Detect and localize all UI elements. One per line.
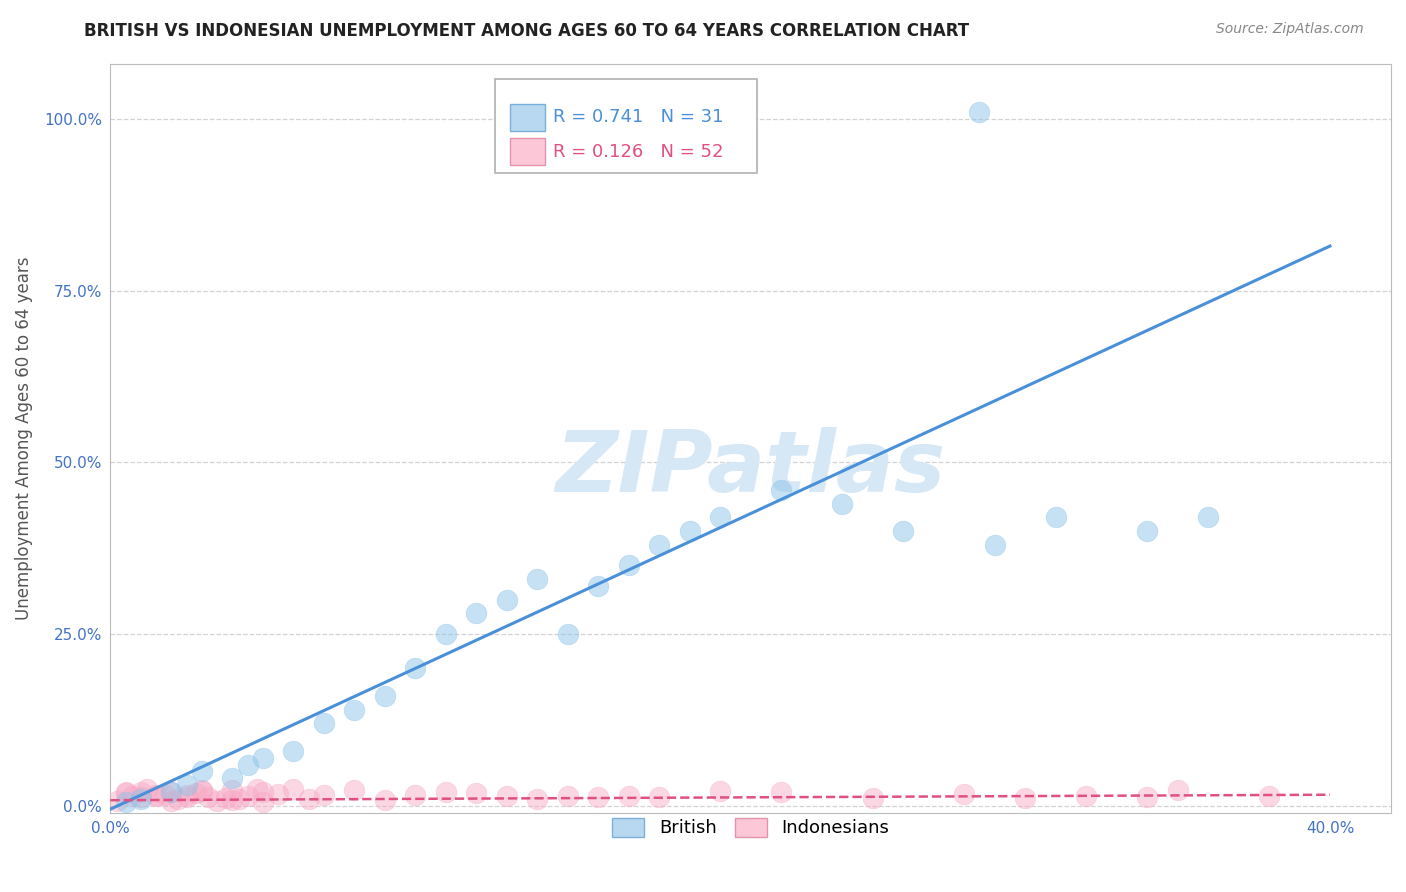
Point bbox=[160, 794, 183, 808]
Point bbox=[191, 782, 214, 797]
Point bbox=[312, 716, 335, 731]
Point bbox=[145, 789, 167, 803]
Point bbox=[114, 786, 136, 800]
Point bbox=[495, 592, 517, 607]
Point bbox=[679, 524, 702, 538]
Point bbox=[246, 782, 269, 797]
Point bbox=[129, 785, 152, 799]
Point bbox=[465, 607, 488, 621]
Point bbox=[176, 789, 198, 803]
Point bbox=[465, 786, 488, 800]
Point bbox=[191, 784, 214, 798]
Point bbox=[953, 788, 976, 802]
Point bbox=[1136, 524, 1159, 538]
Point bbox=[1045, 510, 1067, 524]
Point bbox=[404, 661, 426, 675]
Point bbox=[105, 794, 128, 808]
Point bbox=[1014, 791, 1036, 805]
Point bbox=[228, 792, 250, 806]
Legend: British, Indonesians: British, Indonesians bbox=[605, 810, 897, 845]
Point bbox=[709, 510, 731, 524]
Point bbox=[205, 794, 228, 808]
Point bbox=[129, 790, 152, 805]
Point bbox=[495, 789, 517, 803]
Point bbox=[221, 771, 243, 785]
Point bbox=[176, 789, 198, 804]
Point bbox=[404, 788, 426, 802]
Point bbox=[176, 778, 198, 792]
Point bbox=[236, 789, 259, 803]
Point bbox=[197, 790, 219, 805]
Point bbox=[298, 792, 321, 806]
Point bbox=[588, 790, 610, 805]
Point bbox=[709, 784, 731, 798]
Point bbox=[252, 785, 274, 799]
Point bbox=[969, 105, 991, 120]
Point bbox=[891, 524, 914, 538]
Point bbox=[283, 782, 305, 797]
Point bbox=[343, 702, 366, 716]
Point bbox=[215, 791, 238, 805]
Point bbox=[166, 791, 188, 805]
FancyBboxPatch shape bbox=[510, 103, 544, 131]
Point bbox=[155, 789, 177, 803]
Point bbox=[374, 689, 396, 703]
Point bbox=[160, 785, 183, 799]
Point bbox=[114, 784, 136, 798]
Point bbox=[526, 792, 548, 806]
Point bbox=[136, 781, 159, 796]
Point bbox=[557, 627, 579, 641]
Point bbox=[312, 788, 335, 802]
Point bbox=[983, 538, 1005, 552]
Point bbox=[114, 795, 136, 809]
Point bbox=[145, 788, 167, 802]
Point bbox=[557, 789, 579, 803]
Point bbox=[236, 757, 259, 772]
Point bbox=[770, 785, 793, 799]
Point bbox=[1074, 789, 1097, 803]
Point bbox=[343, 782, 366, 797]
Point bbox=[374, 793, 396, 807]
Point bbox=[648, 538, 671, 552]
Point bbox=[648, 790, 671, 805]
Text: R = 0.741   N = 31: R = 0.741 N = 31 bbox=[554, 108, 724, 126]
Point bbox=[1167, 782, 1189, 797]
Point bbox=[129, 792, 152, 806]
Point bbox=[831, 497, 853, 511]
Point bbox=[434, 627, 457, 641]
Point bbox=[267, 787, 290, 801]
Point bbox=[221, 782, 243, 797]
Point bbox=[191, 764, 214, 779]
Point bbox=[770, 483, 793, 497]
Point bbox=[184, 786, 207, 800]
Point bbox=[252, 795, 274, 809]
Point bbox=[1258, 789, 1281, 804]
Point bbox=[526, 572, 548, 586]
Point bbox=[252, 750, 274, 764]
Text: ZIPatlas: ZIPatlas bbox=[555, 426, 946, 509]
FancyBboxPatch shape bbox=[495, 79, 756, 172]
Point bbox=[283, 744, 305, 758]
Point bbox=[862, 791, 884, 805]
FancyBboxPatch shape bbox=[510, 138, 544, 165]
Point bbox=[617, 789, 640, 803]
Point bbox=[1136, 790, 1159, 805]
Point bbox=[617, 558, 640, 573]
Point bbox=[221, 793, 243, 807]
Y-axis label: Unemployment Among Ages 60 to 64 years: Unemployment Among Ages 60 to 64 years bbox=[15, 257, 32, 620]
Point bbox=[121, 789, 143, 804]
Point bbox=[434, 785, 457, 799]
Point bbox=[160, 785, 183, 799]
Text: R = 0.126   N = 52: R = 0.126 N = 52 bbox=[554, 143, 724, 161]
Text: Source: ZipAtlas.com: Source: ZipAtlas.com bbox=[1216, 22, 1364, 37]
Point bbox=[588, 579, 610, 593]
Text: BRITISH VS INDONESIAN UNEMPLOYMENT AMONG AGES 60 TO 64 YEARS CORRELATION CHART: BRITISH VS INDONESIAN UNEMPLOYMENT AMONG… bbox=[84, 22, 970, 40]
Point bbox=[1197, 510, 1219, 524]
